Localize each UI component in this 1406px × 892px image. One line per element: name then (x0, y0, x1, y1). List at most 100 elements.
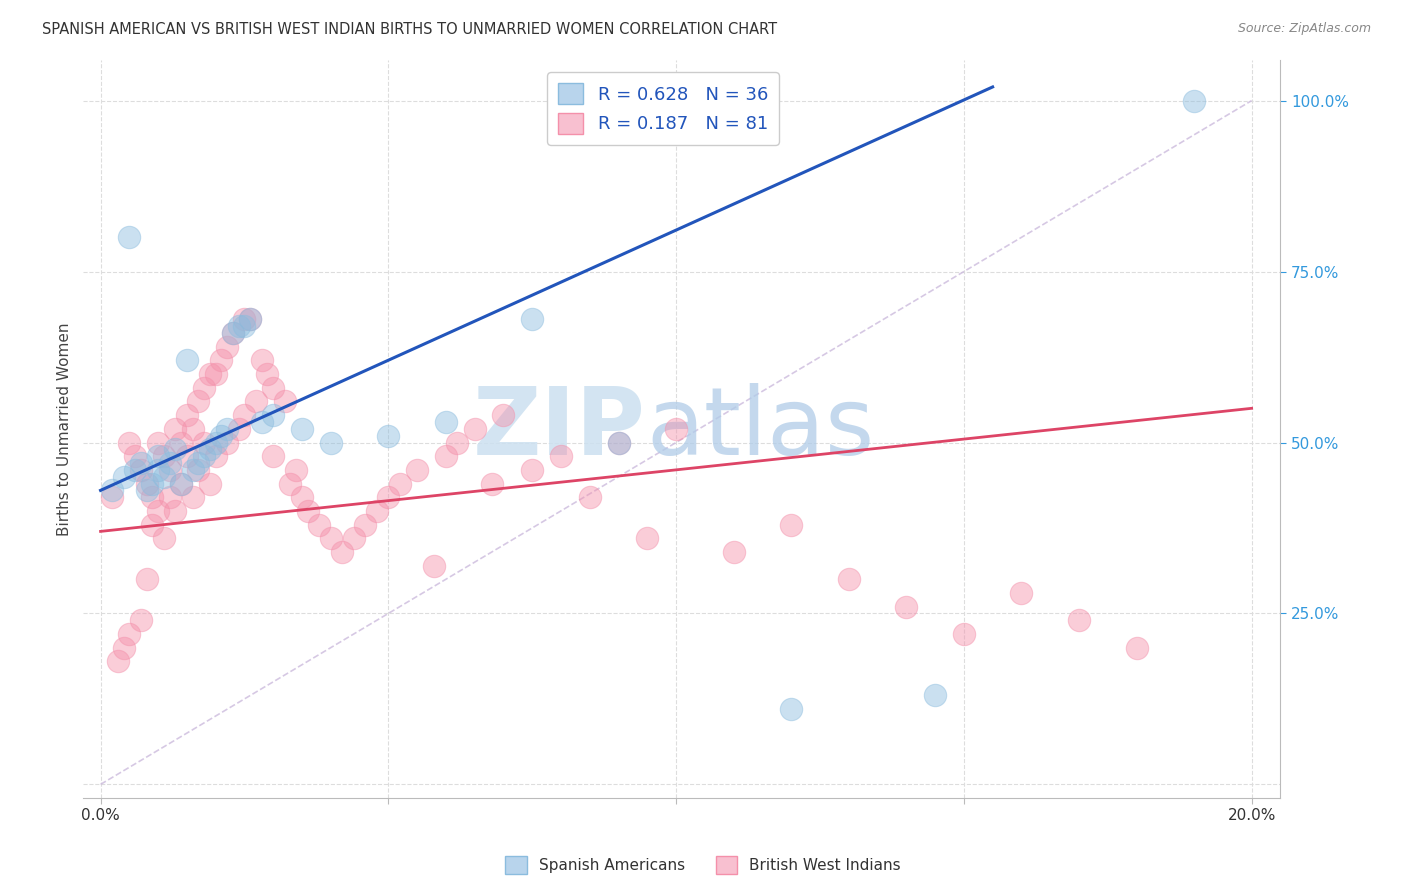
Point (953, 627, 976, 641)
Point (262, 449, 284, 463)
Point (262, 381, 284, 395)
Point (101, 490, 124, 504)
Point (522, 312, 544, 326)
Point (1182, 94, 1205, 108)
Point (222, 326, 245, 340)
Point (665, 422, 688, 436)
Point (522, 463, 544, 477)
Point (780, 702, 803, 716)
Point (204, 449, 226, 463)
Point (924, 689, 946, 703)
Point (319, 531, 342, 545)
Point (176, 449, 198, 463)
Point (434, 449, 457, 463)
Point (245, 394, 267, 409)
Point (112, 469, 135, 483)
Point (330, 545, 353, 559)
Point (193, 449, 215, 463)
Point (291, 422, 314, 436)
Point (291, 490, 314, 504)
Point (165, 442, 187, 457)
Legend: R = 0.628   N = 36, R = 0.187   N = 81: R = 0.628 N = 36, R = 0.187 N = 81 (547, 72, 779, 145)
Point (250, 415, 273, 429)
Point (107, 654, 129, 668)
Point (280, 476, 302, 491)
Point (176, 408, 198, 422)
Point (141, 490, 163, 504)
Point (343, 531, 366, 545)
Point (896, 599, 918, 614)
Point (193, 381, 215, 395)
Point (780, 517, 803, 532)
Point (170, 476, 193, 491)
Point (165, 422, 187, 436)
Point (239, 312, 262, 326)
Point (204, 367, 226, 381)
Point (198, 476, 221, 491)
Point (170, 435, 193, 450)
Point (101, 483, 124, 498)
Point (285, 463, 308, 477)
Point (319, 435, 342, 450)
Point (262, 408, 284, 422)
Point (153, 449, 176, 463)
Point (423, 558, 446, 573)
Point (1125, 640, 1147, 655)
Point (481, 476, 503, 491)
Point (170, 476, 193, 491)
Point (129, 456, 152, 470)
Point (165, 504, 187, 518)
Text: atlas: atlas (645, 383, 875, 475)
Point (141, 517, 163, 532)
Point (1010, 586, 1032, 600)
Text: Source: ZipAtlas.com: Source: ZipAtlas.com (1237, 22, 1371, 36)
Point (198, 367, 221, 381)
Text: SPANISH AMERICAN VS BRITISH WEST INDIAN BIRTHS TO UNMARRIED WOMEN CORRELATION CH: SPANISH AMERICAN VS BRITISH WEST INDIAN … (42, 22, 778, 37)
Point (578, 490, 600, 504)
Point (228, 422, 250, 436)
Point (406, 463, 429, 477)
Point (181, 422, 204, 436)
Point (492, 408, 515, 422)
Point (146, 449, 169, 463)
Point (118, 627, 141, 641)
Point (274, 394, 297, 409)
Point (112, 640, 135, 655)
Point (838, 572, 860, 586)
Point (377, 490, 399, 504)
Point (159, 463, 181, 477)
Point (550, 449, 572, 463)
Point (366, 504, 388, 518)
Point (187, 394, 209, 409)
Point (446, 435, 468, 450)
Point (377, 428, 399, 442)
Point (228, 319, 250, 334)
Point (308, 517, 330, 532)
Point (146, 435, 169, 450)
Point (153, 531, 176, 545)
Point (124, 449, 146, 463)
Point (129, 613, 152, 627)
Point (233, 312, 256, 326)
Point (217, 422, 239, 436)
Point (464, 422, 486, 436)
Text: ZIP: ZIP (472, 383, 645, 475)
Point (204, 435, 226, 450)
Point (250, 353, 273, 368)
Point (135, 476, 157, 491)
Point (1067, 613, 1090, 627)
Point (176, 353, 198, 368)
Point (159, 456, 181, 470)
Point (129, 463, 152, 477)
Point (607, 435, 630, 450)
Legend: Spanish Americans, British West Indians: Spanish Americans, British West Indians (499, 850, 907, 880)
Point (256, 367, 278, 381)
Point (141, 476, 163, 491)
Point (118, 230, 141, 244)
Point (181, 490, 204, 504)
Point (187, 463, 209, 477)
Point (222, 326, 245, 340)
Point (146, 504, 169, 518)
Point (153, 469, 176, 483)
Point (209, 353, 232, 368)
